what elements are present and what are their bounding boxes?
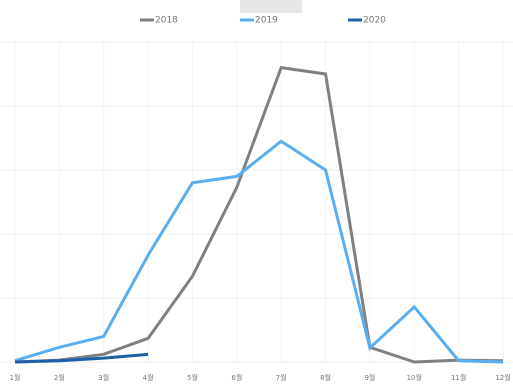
x-tick-label: 8월	[320, 373, 331, 382]
x-tick-label: 11월	[451, 373, 466, 382]
x-tick-label: 4월	[143, 373, 154, 382]
x-tick-label: 10월	[407, 373, 422, 382]
x-tick-label: 12월	[495, 373, 510, 382]
toolbar-box	[240, 0, 302, 13]
x-tick-label: 9월	[364, 373, 375, 382]
series-line	[14, 352, 149, 364]
x-tick-label: 5월	[187, 373, 198, 382]
series-line	[14, 139, 504, 364]
series-line	[14, 65, 504, 364]
legend-label: 2019	[255, 16, 278, 26]
legend-label: 2020	[363, 16, 386, 26]
x-tick-label: 6월	[231, 373, 242, 382]
x-tick-label: 3월	[98, 373, 109, 382]
x-tick-label: 2월	[54, 373, 65, 382]
x-tick-label: 1월	[10, 373, 21, 382]
x-tick-label: 7월	[276, 373, 287, 382]
legend-label: 2018	[155, 16, 178, 26]
